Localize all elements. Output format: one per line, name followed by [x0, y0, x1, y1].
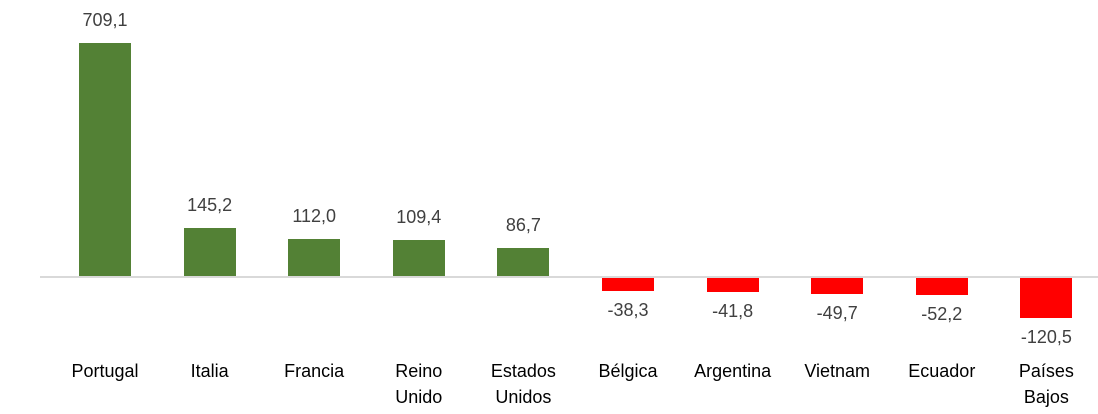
category-label-line: Reino — [395, 361, 443, 381]
bar-estados-unidos — [497, 247, 550, 276]
bar-argentina — [706, 278, 759, 292]
value-label: -49,7 — [816, 303, 858, 324]
bar-ecuador — [915, 278, 968, 296]
value-label: 145,2 — [187, 195, 233, 216]
category-label-line: Estados — [490, 361, 556, 381]
category-label: Vietnam — [777, 358, 897, 384]
category-label-line: Portugal — [71, 361, 139, 381]
category-label: Reino Unido — [359, 358, 479, 410]
zero-axis-line — [40, 276, 1098, 278]
category-label-line: Ecuador — [908, 361, 976, 381]
category-label: Bélgica — [568, 358, 688, 384]
bar-vietnam — [811, 278, 864, 295]
bar-países-bajos — [1020, 278, 1073, 318]
bar-bélgica — [602, 278, 654, 291]
bar-italia — [183, 228, 236, 276]
category-label-line: Unido — [395, 387, 443, 407]
category-label-line: Unidos — [495, 387, 552, 407]
category-label-line: Vietnam — [804, 361, 871, 381]
category-label-line: Bélgica — [598, 361, 658, 381]
value-label: 86,7 — [505, 214, 541, 235]
value-label: -41,8 — [712, 300, 754, 321]
value-label: 112,0 — [292, 206, 337, 227]
category-label: Ecuador — [882, 358, 1002, 384]
category-label-line: Italia — [190, 361, 229, 381]
category-label-line: Argentina — [694, 361, 772, 381]
value-label: -52,2 — [921, 304, 963, 325]
category-label: Francia — [254, 358, 374, 384]
category-label: Argentina — [673, 358, 793, 384]
category-label-line: Francia — [284, 361, 345, 381]
value-label: -120,5 — [1020, 326, 1072, 347]
value-label: 109,4 — [396, 207, 442, 228]
bar-portugal — [79, 43, 131, 276]
category-label-line: Bajos — [1023, 387, 1069, 407]
value-label: 709,1 — [82, 10, 128, 30]
bar-reino-unido — [392, 240, 445, 276]
category-label-line: Países — [1018, 361, 1074, 381]
value-label: -38,3 — [607, 299, 649, 320]
category-label: Italia — [150, 358, 270, 384]
category-label: Portugal — [45, 358, 165, 384]
bar-francia — [288, 239, 341, 276]
category-label: Países Bajos — [986, 358, 1098, 410]
category-label: Estados Unidos — [463, 358, 583, 410]
